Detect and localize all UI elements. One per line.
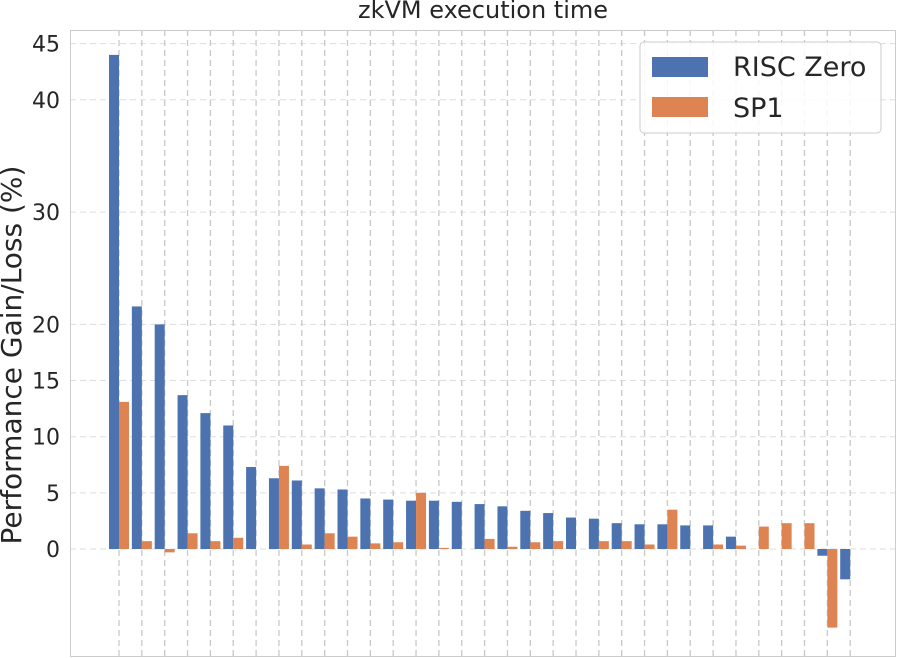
y-axis-label: Performance Gain/Loss (%) (0, 166, 28, 545)
y-tick-label: 15 (32, 370, 60, 395)
bar-risc-zero (337, 489, 348, 549)
bar-sp1 (644, 544, 655, 549)
bar-risc-zero (314, 488, 325, 549)
y-tick-label: 40 (32, 89, 60, 114)
bar-sp1 (324, 533, 335, 549)
bar-risc-zero (223, 425, 234, 549)
y-axis-ticks: 0 5 10 15 20 30 40 45 (32, 33, 60, 563)
bar-risc-zero (109, 54, 119, 549)
bar-risc-zero (268, 478, 279, 549)
bar-risc-zero (566, 517, 576, 549)
bar-sp1 (507, 546, 518, 549)
bar-sp1 (393, 542, 404, 549)
y-tick-label: 45 (32, 33, 60, 58)
bar-risc-zero (703, 525, 714, 549)
legend-label-risc-zero: RISC Zero (733, 52, 866, 83)
legend-swatch-risc-zero (652, 57, 708, 77)
bars-layer (109, 54, 851, 628)
bar-sp1 (210, 541, 221, 549)
bar-risc-zero (657, 524, 668, 549)
bar-sp1 (553, 541, 564, 549)
bar-sp1 (416, 492, 427, 549)
bar-sp1 (758, 526, 769, 549)
bar-sp1 (438, 547, 449, 549)
bar-risc-zero (383, 499, 394, 549)
bar-risc-zero (680, 525, 691, 549)
bar-sp1 (667, 509, 678, 549)
bar-sp1 (530, 542, 541, 549)
grid-layer (70, 30, 896, 657)
bar-sp1 (598, 541, 609, 549)
bar-risc-zero (497, 506, 508, 549)
bar-sp1 (621, 541, 632, 549)
bar-sp1 (278, 465, 289, 549)
bar-risc-zero (520, 510, 531, 549)
bar-risc-zero (291, 480, 302, 549)
bar-risc-zero (817, 549, 828, 556)
bar-sp1 (713, 544, 724, 549)
bar-risc-zero (451, 501, 462, 549)
legend-label-sp1: SP1 (733, 93, 784, 124)
bar-sp1 (370, 543, 381, 549)
plot-frame (70, 30, 896, 657)
bar-sp1 (301, 544, 312, 549)
bar-risc-zero (725, 536, 736, 549)
bar-risc-zero (131, 306, 142, 549)
bar-sp1 (164, 549, 175, 553)
bar-risc-zero (611, 523, 622, 549)
bar-sp1 (119, 401, 129, 549)
legend-swatch-sp1 (652, 97, 708, 117)
bar-risc-zero (154, 324, 165, 549)
chart-title: zkVM execution time (358, 0, 608, 24)
bar-risc-zero (246, 467, 257, 549)
bar-risc-zero (406, 500, 417, 549)
bar-risc-zero (543, 513, 554, 549)
y-tick-label: 0 (46, 538, 60, 563)
bar-risc-zero (634, 524, 645, 549)
bar-sp1 (233, 537, 244, 549)
bar-risc-zero (177, 395, 188, 549)
y-tick-label: 20 (32, 313, 60, 338)
bar-sp1 (347, 536, 358, 549)
bar-sp1 (141, 541, 152, 549)
bar-sp1 (187, 533, 198, 549)
bar-sp1 (781, 523, 792, 549)
bar-risc-zero (840, 549, 851, 580)
bar-risc-zero (474, 504, 485, 549)
bar-risc-zero (588, 518, 599, 549)
y-tick-label: 30 (32, 201, 60, 226)
y-tick-label: 10 (32, 426, 60, 451)
bar-risc-zero (360, 498, 371, 549)
legend: RISC Zero SP1 (639, 41, 882, 134)
bar-sp1 (827, 549, 838, 628)
bar-sp1 (735, 545, 746, 549)
bar-sp1 (804, 523, 815, 549)
bar-risc-zero (200, 413, 211, 549)
bar-sp1 (484, 538, 495, 549)
bar-risc-zero (428, 500, 439, 549)
y-tick-label: 5 (46, 482, 60, 507)
